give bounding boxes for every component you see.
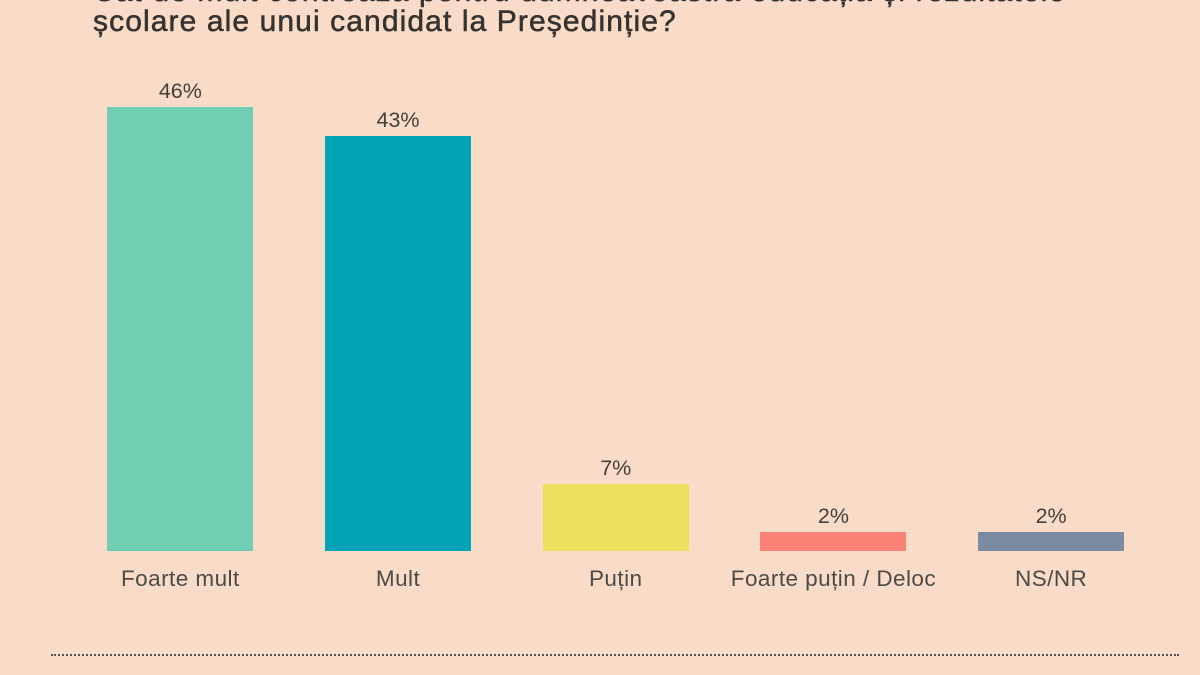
category-label-putin: Puțin [588, 565, 643, 591]
bar-foarte-mult [107, 107, 254, 552]
value-label-foarte-putin-deloc: 2% [817, 504, 849, 529]
value-label-foarte-mult: 46% [158, 79, 202, 104]
bar-ns-nr [978, 532, 1125, 552]
value-label-putin: 7% [600, 455, 632, 480]
bar-putin [542, 483, 689, 552]
category-label-mult: Mult [375, 565, 421, 591]
bar-foarte-putin-deloc [760, 532, 907, 552]
category-label-foarte-mult: Foarte mult [120, 565, 240, 591]
bar-mult [325, 136, 472, 552]
value-label-mult: 43% [376, 108, 420, 133]
chart-title-line2: școlare ale unui candidat la Președinție… [93, 5, 677, 38]
category-label-ns-nr: NS/NR [1015, 565, 1088, 591]
category-label-foarte-putin-deloc: Foarte puțin / Deloc [730, 565, 937, 591]
value-label-ns-nr: 2% [1035, 504, 1067, 529]
chart-title: Cât de mult contrează pentru dumneavoast… [93, 0, 1066, 37]
chart-title-line1: Cât de mult contrează pentru dumneavoast… [93, 0, 1066, 7]
dotted-divider [51, 654, 1179, 656]
